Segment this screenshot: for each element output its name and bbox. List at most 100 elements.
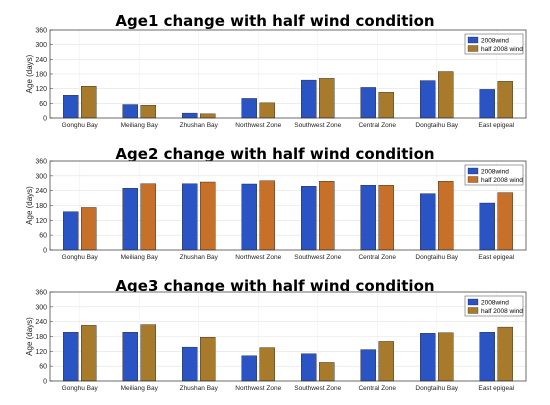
y-axis-label: Age (days) bbox=[25, 54, 34, 93]
chart-panel-3: Age3 change with half wind condition 0 60 1… bbox=[25, 277, 527, 392]
y-tick-label: 360 bbox=[35, 290, 47, 297]
bar-baseline-2 bbox=[182, 183, 198, 251]
y-tick-label: 240 bbox=[35, 188, 47, 195]
x-tick-label: Dongtaihu Bay bbox=[415, 254, 458, 261]
x-tick-label: Zhushan Bay bbox=[180, 385, 219, 392]
bar-baseline-7 bbox=[479, 89, 495, 119]
bar-baseline-6 bbox=[420, 193, 436, 251]
axes-frame bbox=[49, 29, 527, 119]
y-tick-label: 180 bbox=[35, 334, 47, 341]
y-tick-label: 60 bbox=[39, 233, 47, 240]
bar-half-wind-1 bbox=[140, 183, 156, 251]
legend-box bbox=[464, 33, 524, 55]
x-tick-label: East epigeal bbox=[478, 254, 514, 261]
bar-baseline-5 bbox=[360, 87, 376, 119]
bar-baseline-0 bbox=[63, 95, 79, 119]
y-tick-label: 240 bbox=[35, 319, 47, 326]
legend-swatch-0 bbox=[467, 167, 479, 175]
chart-title: Age1 change with half wind condition bbox=[115, 12, 434, 30]
axes-frame bbox=[49, 160, 527, 251]
y-tick-label: 60 bbox=[39, 101, 47, 108]
y-tick-label: 60 bbox=[39, 364, 47, 371]
bar-baseline-1 bbox=[122, 332, 138, 382]
y-tick-label: 120 bbox=[35, 349, 47, 356]
bar-half-wind-4 bbox=[319, 78, 335, 119]
bar-half-wind-1 bbox=[140, 105, 156, 119]
y-tick-label: 0 bbox=[43, 379, 47, 386]
y-tick-label: 0 bbox=[43, 116, 47, 123]
axes-frame bbox=[49, 291, 527, 382]
x-tick-label: Central Zone bbox=[358, 254, 396, 261]
bar-half-wind-6 bbox=[438, 71, 454, 119]
y-tick-label: 360 bbox=[35, 159, 47, 166]
bar-half-wind-5 bbox=[378, 341, 394, 382]
bar-half-wind-7 bbox=[497, 326, 513, 382]
legend-label-1: half 2008 wind bbox=[481, 308, 523, 315]
y-tick-label: 360 bbox=[35, 28, 47, 35]
bar-half-wind-6 bbox=[438, 332, 454, 382]
legend-box bbox=[464, 164, 524, 186]
bar-half-wind-3 bbox=[259, 347, 275, 382]
y-tick-label: 300 bbox=[35, 173, 47, 180]
bar-baseline-1 bbox=[122, 187, 138, 251]
bar-baseline-2 bbox=[182, 346, 198, 382]
y-tick-label: 120 bbox=[35, 218, 47, 225]
x-tick-label: Gonghu Bay bbox=[62, 254, 99, 261]
bar-baseline-7 bbox=[479, 332, 495, 382]
legend-label-1: half 2008 wind bbox=[481, 46, 523, 53]
y-tick-label: 120 bbox=[35, 86, 47, 93]
legend-swatch-1 bbox=[467, 307, 479, 314]
legend-swatch-1 bbox=[467, 45, 479, 52]
x-tick-label: Gonghu Bay bbox=[62, 385, 99, 392]
bar-baseline-2 bbox=[182, 112, 198, 119]
bar-half-wind-5 bbox=[378, 92, 394, 119]
x-tick-label: Northwest Zone bbox=[235, 254, 281, 261]
legend-label-0: 2008wind bbox=[481, 169, 509, 176]
bar-half-wind-2 bbox=[200, 337, 216, 382]
y-tick-label: 0 bbox=[43, 248, 47, 255]
chart-panel-2: Age2 change with half wind condition 0 60 1… bbox=[25, 145, 527, 261]
bar-half-wind-7 bbox=[497, 81, 513, 119]
bar-half-wind-0 bbox=[81, 207, 97, 251]
bar-half-wind-2 bbox=[200, 113, 216, 119]
x-tick-label: Central Zone bbox=[358, 385, 396, 392]
bar-baseline-1 bbox=[122, 104, 138, 119]
x-tick-label: Northwest Zone bbox=[235, 122, 281, 129]
x-tick-label: Southwest Zone bbox=[294, 254, 341, 261]
bar-half-wind-5 bbox=[378, 185, 394, 251]
bar-baseline-5 bbox=[360, 349, 376, 382]
bar-baseline-4 bbox=[301, 186, 317, 251]
chart-title: Age3 change with half wind condition bbox=[115, 277, 434, 295]
y-tick-label: 180 bbox=[35, 203, 47, 210]
legend-label-0: 2008wind bbox=[481, 300, 509, 307]
bar-half-wind-4 bbox=[319, 181, 335, 251]
bar-half-wind-1 bbox=[140, 324, 156, 382]
x-tick-label: East epigeal bbox=[478, 122, 514, 129]
x-tick-label: Central Zone bbox=[358, 122, 396, 129]
x-tick-label: Meiliang Bay bbox=[121, 385, 159, 392]
bar-half-wind-3 bbox=[259, 102, 275, 119]
bar-half-wind-0 bbox=[81, 86, 97, 119]
bar-baseline-0 bbox=[63, 211, 79, 251]
y-tick-label: 180 bbox=[35, 72, 47, 79]
y-axis-label: Age (days) bbox=[25, 186, 34, 225]
x-tick-label: East epigeal bbox=[478, 385, 514, 392]
x-tick-label: Southwest Zone bbox=[294, 385, 341, 392]
bar-half-wind-4 bbox=[319, 362, 335, 382]
x-tick-label: Southwest Zone bbox=[294, 122, 341, 129]
x-tick-label: Zhushan Bay bbox=[180, 254, 219, 261]
x-tick-label: Zhushan Bay bbox=[180, 122, 219, 129]
legend-label-0: 2008wind bbox=[481, 38, 509, 45]
bar-baseline-7 bbox=[479, 202, 495, 251]
legend-swatch-1 bbox=[467, 176, 479, 183]
bar-half-wind-3 bbox=[259, 180, 275, 251]
x-tick-label: Gonghu Bay bbox=[62, 122, 99, 129]
legend-label-1: half 2008 wind bbox=[481, 177, 523, 184]
x-tick-label: Dongtaihu Bay bbox=[415, 385, 458, 392]
chart-panel-1: Age1 change with half wind condition 0 60 1… bbox=[25, 12, 527, 129]
y-axis-label: Age (days) bbox=[25, 317, 34, 356]
